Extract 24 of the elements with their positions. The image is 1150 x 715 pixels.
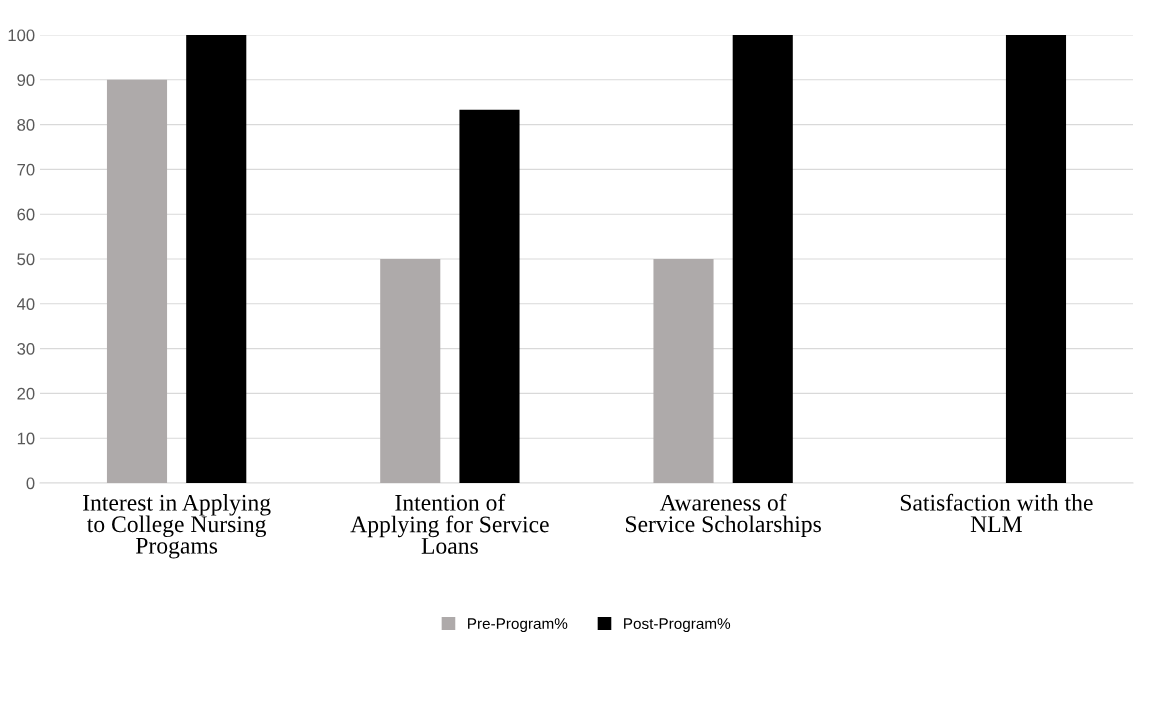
x-tick-label: Satisfaction with the NLM [900,493,1093,532]
legend-label: Post-Program% [624,618,731,633]
bar [732,35,793,483]
y-tick-label: 50 [17,253,35,266]
x-tick-label: Interest in Applying to College Nursing Progams [83,494,271,559]
y-tick-label: 100 [8,29,35,42]
bar [653,259,714,483]
y-tick-label: 90 [17,74,35,86]
y-tick-label: 70 [17,163,35,176]
bar [106,79,168,483]
bar [380,259,441,483]
x-tick-label: Awareness of Service Scholarships [626,493,821,537]
x-tick-label: Intention of Applying for Service Loans [350,493,549,554]
y-tick-label: 20 [17,387,35,400]
y-tick-label: 40 [16,298,35,310]
legend-label: Pre-Program% [468,618,568,633]
y-tick-label: 10 [17,432,35,445]
y-tick-label: 80 [17,119,35,131]
bar [459,109,520,483]
y-tick-label: 60 [17,208,35,221]
y-tick-label: 30 [17,343,35,355]
y-tick-label: 0 [26,477,35,490]
bar [1005,35,1067,483]
bar [186,35,247,483]
